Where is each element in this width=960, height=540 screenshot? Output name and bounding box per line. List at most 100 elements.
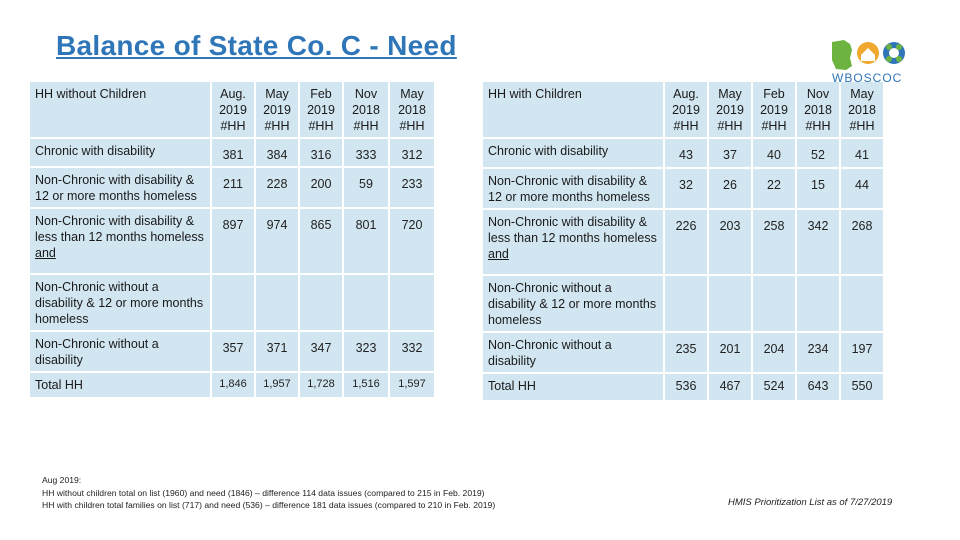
row-label: Total HH xyxy=(30,373,210,397)
cell-value xyxy=(390,275,434,330)
cell-value: 258 xyxy=(753,210,795,274)
cell-value: 643 xyxy=(797,374,839,400)
cell-value xyxy=(344,275,388,330)
cell-value: 234 xyxy=(797,333,839,372)
cell-value: 228 xyxy=(256,168,298,207)
cell-value: 347 xyxy=(300,332,342,371)
cell-value: 233 xyxy=(390,168,434,207)
column-header: Aug. 2019 #HH xyxy=(212,82,254,137)
cell-value: 26 xyxy=(709,169,751,208)
column-header: Aug. 2019 #HH xyxy=(665,82,707,137)
cell-value xyxy=(256,275,298,330)
cell-value: 22 xyxy=(753,169,795,208)
slide-title: Balance of State Co. C - Need xyxy=(56,30,457,61)
row-label: Non-Chronic without a disability xyxy=(483,333,663,372)
row-label: Non-Chronic with disability & less than … xyxy=(483,210,663,274)
hh-without-children-table: HH without Children Aug. 2019 #HH May 20… xyxy=(28,80,436,399)
cell-value: 211 xyxy=(212,168,254,207)
cell-value: 384 xyxy=(256,139,298,166)
row-label: Non-Chronic with disability & 12 or more… xyxy=(30,168,210,207)
row-label: Non-Chronic without a disability & 12 or… xyxy=(30,275,210,330)
cell-value: 550 xyxy=(841,374,883,400)
cell-value xyxy=(841,276,883,331)
cell-value: 467 xyxy=(709,374,751,400)
cell-value xyxy=(212,275,254,330)
source-note: HMIS Prioritization List as of 7/27/2019 xyxy=(728,497,893,508)
cell-value: 342 xyxy=(797,210,839,274)
table-row: Non-Chronic without a disability & 12 or… xyxy=(30,275,434,330)
table-row: Non-Chronic without a disability & 12 or… xyxy=(483,276,883,331)
table-header: HH with Children xyxy=(483,82,663,137)
cell-value: 201 xyxy=(709,333,751,372)
cell-value xyxy=(300,275,342,330)
cell-value: 524 xyxy=(753,374,795,400)
total-row: Total HH 536 467 524 643 550 xyxy=(483,374,883,400)
table-row: Non-Chronic with disability & 12 or more… xyxy=(483,169,883,208)
cell-value: 41 xyxy=(841,139,883,167)
cell-value: 332 xyxy=(390,332,434,371)
cell-value xyxy=(709,276,751,331)
cell-value: 865 xyxy=(300,209,342,273)
cell-value: 44 xyxy=(841,169,883,208)
cell-value: 897 xyxy=(212,209,254,273)
footnote-line: HH without children total on list (1960)… xyxy=(42,487,485,498)
coc-logo: WBOSCOC xyxy=(828,36,920,86)
cell-value: 204 xyxy=(753,333,795,372)
cell-value: 52 xyxy=(797,139,839,167)
cell-value: 203 xyxy=(709,210,751,274)
cell-value: 1,846 xyxy=(212,373,254,397)
cell-value: 1,516 xyxy=(344,373,388,397)
cell-value: 1,957 xyxy=(256,373,298,397)
cell-value: 381 xyxy=(212,139,254,166)
table-row: Non-Chronic without a disability 357 371… xyxy=(30,332,434,371)
row-label: Non-Chronic with disability & less than … xyxy=(30,209,210,273)
row-label: Non-Chronic with disability & 12 or more… xyxy=(483,169,663,208)
table-header: HH without Children xyxy=(30,82,210,137)
cell-value: 371 xyxy=(256,332,298,371)
cell-value: 32 xyxy=(665,169,707,208)
cell-value: 40 xyxy=(753,139,795,167)
table-row: Non-Chronic without a disability 235 201… xyxy=(483,333,883,372)
table-row: Chronic with disability 43 37 40 52 41 xyxy=(483,139,883,167)
column-header: Feb 2019 #HH xyxy=(300,82,342,137)
cell-value: 15 xyxy=(797,169,839,208)
row-label: Non-Chronic without a disability & 12 or… xyxy=(483,276,663,331)
row-label: Chronic with disability xyxy=(30,139,210,166)
table-row: Non-Chronic with disability & 12 or more… xyxy=(30,168,434,207)
column-header: Feb 2019 #HH xyxy=(753,82,795,137)
cell-value xyxy=(665,276,707,331)
cell-value: 268 xyxy=(841,210,883,274)
logo-text: WBOSCOC xyxy=(832,71,902,85)
table-row: Non-Chronic with disability & less than … xyxy=(30,209,434,273)
cell-value: 43 xyxy=(665,139,707,167)
column-header: May 2019 #HH xyxy=(256,82,298,137)
cell-value: 59 xyxy=(344,168,388,207)
row-label: Chronic with disability xyxy=(483,139,663,167)
cell-value xyxy=(753,276,795,331)
column-header: May 2018 #HH xyxy=(390,82,434,137)
cell-value: 333 xyxy=(344,139,388,166)
wisconsin-map-icon: WBOSCOC xyxy=(832,40,905,85)
cell-value: 801 xyxy=(344,209,388,273)
row-label: Total HH xyxy=(483,374,663,400)
cell-value: 1,597 xyxy=(390,373,434,397)
hh-with-children-table: HH with Children Aug. 2019 #HH May 2019 … xyxy=(481,80,885,402)
cell-value: 37 xyxy=(709,139,751,167)
cell-value: 312 xyxy=(390,139,434,166)
cell-value: 720 xyxy=(390,209,434,273)
row-label: Non-Chronic without a disability xyxy=(30,332,210,371)
cell-value: 323 xyxy=(344,332,388,371)
footnotes: Aug 2019: HH without children total on l… xyxy=(42,474,495,512)
total-row: Total HH 1,846 1,957 1,728 1,516 1,597 xyxy=(30,373,434,397)
cell-value: 200 xyxy=(300,168,342,207)
cell-value: 1,728 xyxy=(300,373,342,397)
column-header: May 2018 #HH xyxy=(841,82,883,137)
column-header: Nov 2018 #HH xyxy=(797,82,839,137)
cell-value: 226 xyxy=(665,210,707,274)
cell-value: 974 xyxy=(256,209,298,273)
footnote-line: Aug 2019: xyxy=(42,475,82,485)
table-row: Non-Chronic with disability & less than … xyxy=(483,210,883,274)
cell-value: 197 xyxy=(841,333,883,372)
cell-value: 316 xyxy=(300,139,342,166)
footnote-line: HH with children total families on list … xyxy=(42,500,496,510)
